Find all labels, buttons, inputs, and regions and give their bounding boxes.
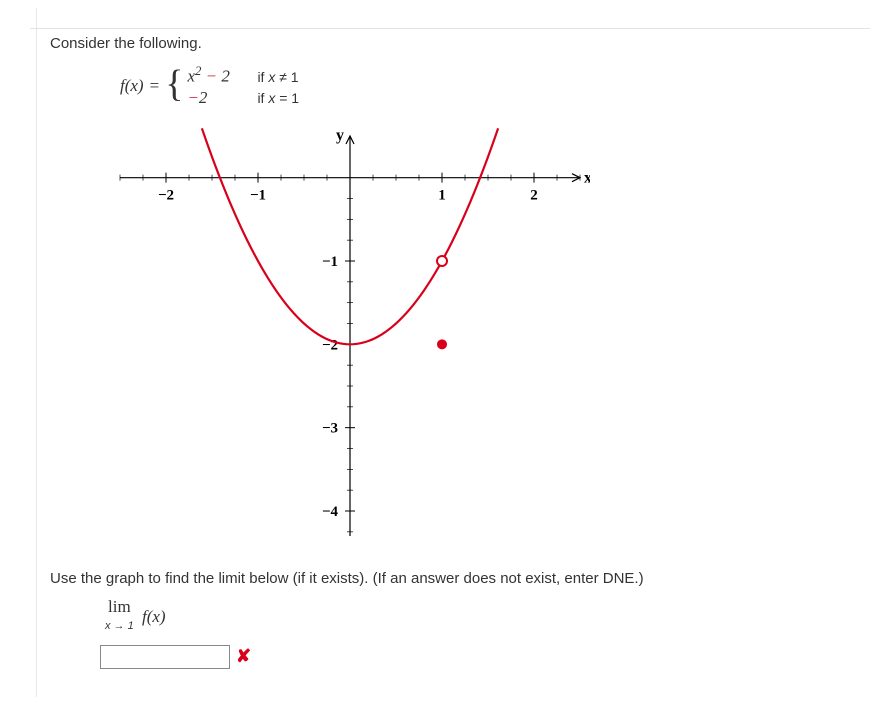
svg-text:x: x bbox=[584, 169, 590, 186]
function-graph: −2−112−1−2−3−4xy bbox=[110, 126, 590, 546]
limit-function: f(x) bbox=[142, 607, 166, 626]
answer-row: ✘ bbox=[100, 645, 820, 669]
wrong-icon: ✘ bbox=[236, 646, 251, 667]
svg-text:−1: −1 bbox=[322, 254, 338, 270]
svg-text:−2: −2 bbox=[158, 187, 174, 203]
function-lhs: f(x) bbox=[120, 76, 144, 96]
question-text: Use the graph to find the limit below (i… bbox=[50, 570, 820, 587]
svg-text:2: 2 bbox=[530, 187, 538, 203]
svg-text:−1: −1 bbox=[250, 187, 266, 203]
svg-text:y: y bbox=[336, 127, 344, 144]
answer-input[interactable] bbox=[100, 645, 230, 669]
limit-expression: lim x → 1 f(x) bbox=[105, 597, 820, 637]
svg-text:−3: −3 bbox=[322, 420, 338, 436]
case-condition: if x ≠ 1 bbox=[257, 69, 298, 85]
svg-text:−4: −4 bbox=[322, 504, 339, 520]
equals-sign: = bbox=[150, 76, 160, 96]
intro-text: Consider the following. bbox=[50, 35, 820, 52]
piecewise-definition: f(x) = { x2 − 2 if x ≠ 1 −2 if x = 1 bbox=[120, 64, 820, 108]
case-expression: −2 bbox=[187, 88, 243, 108]
case-expression: x2 − 2 bbox=[187, 64, 243, 87]
limit-subscript: x → 1 bbox=[105, 620, 134, 632]
svg-text:1: 1 bbox=[438, 187, 446, 203]
case-condition: if x = 1 bbox=[257, 90, 299, 106]
limit-symbol: lim bbox=[108, 597, 131, 616]
brace-icon: { bbox=[165, 74, 183, 94]
cases-container: x2 − 2 if x ≠ 1 −2 if x = 1 bbox=[187, 64, 299, 108]
graph-container: −2−112−1−2−3−4xy bbox=[110, 126, 820, 550]
